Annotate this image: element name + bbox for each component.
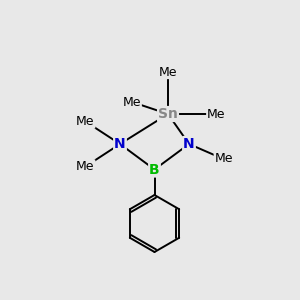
Text: Me: Me xyxy=(123,95,141,109)
Text: N: N xyxy=(183,137,195,151)
Text: Sn: Sn xyxy=(158,107,178,121)
Text: Me: Me xyxy=(207,107,225,121)
Text: Me: Me xyxy=(76,160,95,173)
Text: Me: Me xyxy=(214,152,233,166)
Text: N: N xyxy=(114,137,126,151)
Text: Me: Me xyxy=(76,115,95,128)
Text: B: B xyxy=(149,163,160,176)
Text: Me: Me xyxy=(159,65,177,79)
